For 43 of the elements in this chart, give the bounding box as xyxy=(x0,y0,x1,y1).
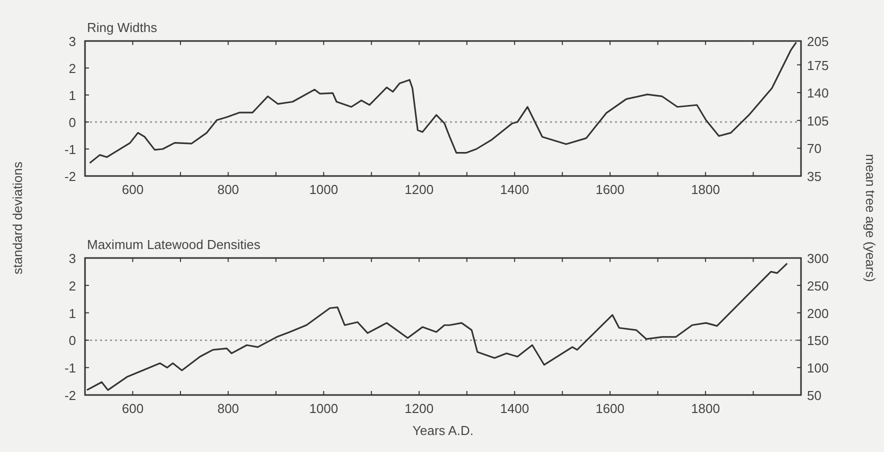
x-tick-label: 1600 xyxy=(596,401,625,416)
y2-tick-label: 70 xyxy=(807,141,822,156)
y2-tick-label: 205 xyxy=(807,34,829,49)
y2-tick-label: 100 xyxy=(807,360,829,376)
y-tick-label: 3 xyxy=(68,251,76,266)
x-tick-label: 800 xyxy=(217,182,240,197)
x-tick-label: 1800 xyxy=(691,401,720,416)
x-tick-label: 600 xyxy=(122,401,144,416)
y-tick-label: 2 xyxy=(68,278,76,294)
y2-tick-label: 140 xyxy=(807,86,829,101)
y-tick-label: 1 xyxy=(68,306,76,321)
x-tick-label: 1200 xyxy=(404,401,434,416)
x-tick-label: 800 xyxy=(217,401,240,416)
x-tick-label: 1400 xyxy=(500,401,530,416)
y2-tick-label: 50 xyxy=(807,388,822,403)
y2-tick-label: 35 xyxy=(807,169,822,184)
y-tick-label: -2 xyxy=(64,169,76,184)
x-tick-label: 1000 xyxy=(309,182,338,197)
x-tick-label: 1200 xyxy=(404,182,434,197)
x-tick-label: 1800 xyxy=(691,182,720,197)
y2-tick-label: 200 xyxy=(807,306,829,321)
x-tick-label: 1000 xyxy=(309,401,338,416)
x-tick-label: 1600 xyxy=(596,182,625,197)
y-tick-label: 1 xyxy=(68,88,76,103)
y2-axis-title: mean tree age (years) xyxy=(863,154,878,282)
y2-tick-label: 150 xyxy=(807,333,829,348)
y-tick-label: -2 xyxy=(64,388,76,403)
y-tick-label: 2 xyxy=(68,61,76,76)
y-tick-label: -1 xyxy=(64,360,76,376)
y-tick-label: 0 xyxy=(68,115,76,130)
y2-tick-label: 300 xyxy=(807,251,829,266)
y-tick-label: 3 xyxy=(68,34,76,49)
x-tick-label: 1400 xyxy=(500,182,530,197)
x-axis-title: Years A.D. xyxy=(412,423,474,438)
chart-title: Ring Widths xyxy=(87,20,158,35)
y-axis-title: standard deviations xyxy=(10,161,25,274)
y2-tick-label: 175 xyxy=(807,58,829,73)
y-tick-label: 0 xyxy=(68,333,76,348)
x-tick-label: 600 xyxy=(122,182,144,197)
y-tick-label: -1 xyxy=(64,142,76,157)
y2-tick-label: 250 xyxy=(807,278,829,294)
y2-tick-label: 105 xyxy=(807,113,829,128)
chart-title: Maximum Latewood Densities xyxy=(87,237,261,252)
